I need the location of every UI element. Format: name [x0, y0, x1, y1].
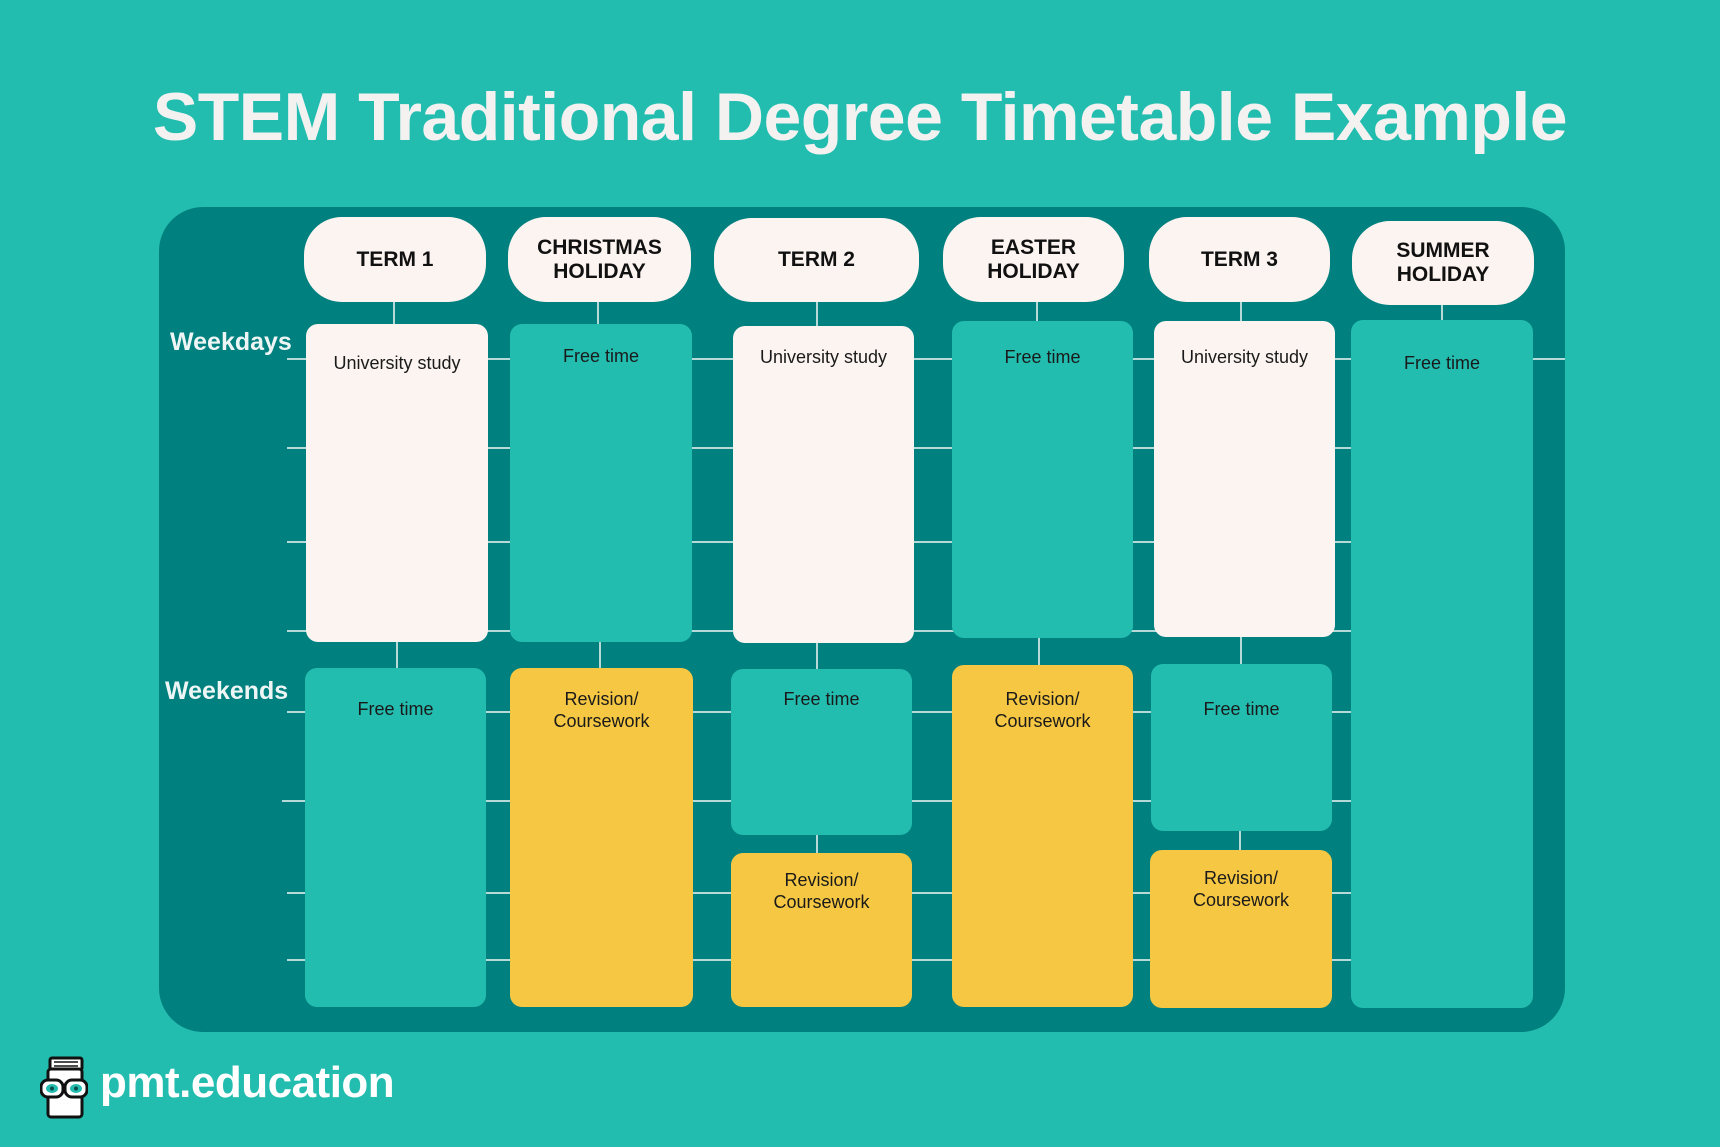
connector — [396, 640, 398, 670]
block-label: Free time — [1004, 347, 1081, 367]
block-label: Free time — [1203, 699, 1280, 719]
row-label-weekends: Weekends — [165, 677, 289, 705]
block-easter-weekdays: Free time — [952, 321, 1133, 638]
block-term2-weekdays: University study — [733, 326, 914, 643]
connector — [816, 641, 818, 671]
header-label: TERM 2 — [777, 248, 855, 271]
connector — [816, 833, 818, 855]
block-label: Revision/ Coursework — [773, 870, 870, 912]
connector — [393, 300, 395, 326]
connector — [816, 300, 818, 328]
block-label: Free time — [562, 346, 640, 366]
header-label: TERM 1 — [356, 247, 434, 271]
block-term2-weekends-revision: Revision/ Coursework — [731, 853, 912, 1007]
block-label: Free time — [357, 699, 434, 719]
block-term3-weekends-revision: Revision/ Coursework — [1150, 850, 1332, 1008]
row-label-weekdays: Weekdays — [170, 328, 292, 356]
connector — [597, 300, 599, 326]
block-term1-weekends: Free time — [305, 668, 486, 1007]
header-label: EASTER HOLIDAY — [987, 235, 1080, 283]
connector — [1038, 636, 1040, 667]
block-summer-all: Free time — [1351, 320, 1533, 1008]
column-header-summer-holiday: SUMMER HOLIDAY — [1352, 221, 1534, 305]
block-term2-weekends-free: Free time — [731, 669, 912, 835]
block-label: Free time — [783, 689, 860, 709]
header-label: CHRISTMAS HOLIDAY — [537, 235, 662, 283]
connector — [1036, 300, 1038, 323]
block-easter-weekends: Revision/ Coursework — [952, 665, 1133, 1007]
block-label: Revision/ Coursework — [553, 689, 650, 731]
block-term1-weekdays: University study — [306, 324, 488, 642]
block-term3-weekdays: University study — [1154, 321, 1335, 637]
connector — [599, 640, 601, 670]
column-header-christmas-holiday: CHRISTMAS HOLIDAY — [508, 217, 691, 302]
block-christmas-weekdays: Free time — [510, 324, 692, 642]
connector — [1240, 300, 1242, 323]
header-label: SUMMER HOLIDAY — [1396, 239, 1490, 286]
block-label: Revision/ Coursework — [1192, 868, 1290, 910]
block-christmas-weekends: Revision/ Coursework — [510, 668, 693, 1007]
connector — [1239, 829, 1241, 852]
connector — [1441, 303, 1443, 322]
grid-line — [287, 358, 1565, 360]
page-title: STEM Traditional Degree Timetable Exampl… — [152, 79, 1568, 155]
block-label: University study — [759, 347, 888, 367]
block-label: University study — [333, 353, 461, 373]
block-term3-weekends-free: Free time — [1151, 664, 1332, 831]
column-header-term-2: TERM 2 — [714, 218, 919, 302]
column-header-easter-holiday: EASTER HOLIDAY — [943, 217, 1124, 302]
block-label: Free time — [1403, 353, 1481, 373]
connector — [1240, 635, 1242, 666]
column-header-term-1: TERM 1 — [304, 217, 486, 302]
block-label: University study — [1180, 347, 1309, 367]
brand-name: pmt.education — [100, 1058, 395, 1107]
block-label: Revision/ Coursework — [994, 689, 1091, 731]
header-label: TERM 3 — [1200, 247, 1278, 271]
column-header-term-3: TERM 3 — [1149, 217, 1330, 302]
book-with-glasses-icon — [39, 1056, 89, 1120]
